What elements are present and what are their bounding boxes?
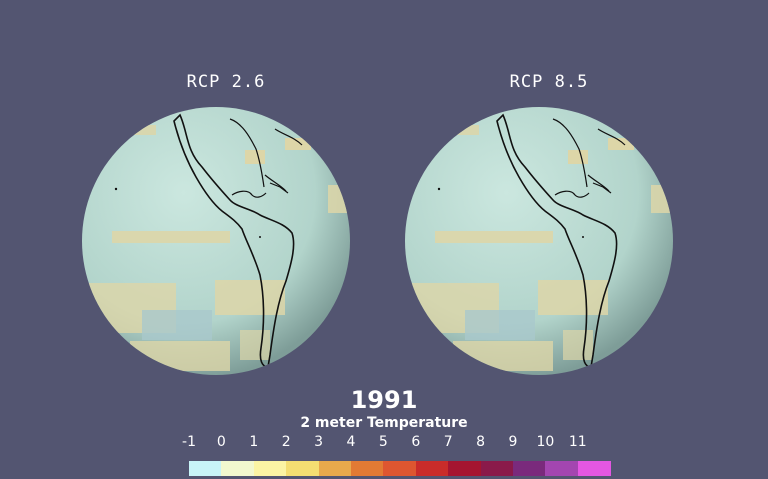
island-dot	[114, 187, 118, 191]
colorbar-swatch	[253, 461, 287, 476]
island-dot	[437, 187, 441, 191]
island-dot	[259, 236, 261, 238]
coastline	[597, 128, 626, 146]
globe-rcp26	[82, 107, 350, 375]
colorbar-tick-label: 11	[568, 434, 587, 450]
colorbar-swatch	[545, 461, 579, 476]
colorbar-swatch	[221, 461, 255, 476]
cool-patch	[142, 310, 212, 340]
colorbar-tick-label: 3	[314, 434, 324, 450]
colorbar-swatch	[383, 461, 417, 476]
colorbar-tick-label: 4	[346, 434, 356, 450]
coastline	[554, 190, 590, 198]
warm-patch	[435, 231, 553, 243]
colorbar-title: 2 meter Temperature	[300, 415, 468, 431]
coastline	[264, 174, 287, 192]
warm-patch	[568, 150, 588, 164]
warm-patch	[130, 125, 156, 135]
warm-patch	[215, 280, 285, 315]
colorbar-swatch	[189, 461, 222, 476]
colorbar-tick-label: 0	[216, 434, 226, 450]
colorbar-swatch	[351, 461, 384, 476]
colorbar-swatch	[318, 461, 352, 476]
year-label: 1991	[350, 386, 418, 414]
warm-patch	[651, 185, 671, 213]
globe-title-rcp85: RCP 8.5	[509, 72, 589, 92]
cool-patch	[465, 310, 535, 340]
coastline	[552, 118, 588, 188]
colorbar-tick-label: 5	[378, 434, 388, 450]
coastline	[274, 128, 303, 146]
colorbar-swatch	[577, 461, 611, 476]
colorbar-tick-label: 8	[476, 434, 486, 450]
globe-title-rcp26: RCP 2.6	[186, 72, 266, 92]
colorbar-tick-label: 10	[536, 434, 555, 450]
island-dot	[582, 236, 584, 238]
warm-patch	[453, 341, 553, 371]
coastline	[229, 118, 265, 188]
colorbar-swatch	[513, 461, 546, 476]
coastline	[592, 182, 612, 194]
warm-patch	[328, 185, 348, 213]
colorbar-tick-label: 7	[443, 434, 453, 450]
warm-patch	[285, 138, 311, 150]
colorbar-tick-label: 6	[411, 434, 421, 450]
coastline	[587, 174, 610, 192]
warm-patch	[563, 330, 593, 360]
coastline	[269, 182, 289, 194]
warm-patch	[130, 341, 230, 371]
colorbar-swatch	[480, 461, 514, 476]
colorbar-swatch	[415, 461, 449, 476]
colorbar-swatch	[448, 461, 482, 476]
colorbar-tick-label: 9	[508, 434, 518, 450]
colorbar-tick-label: -1	[182, 434, 196, 450]
warm-patch	[608, 138, 634, 150]
globe-rcp85	[405, 107, 673, 375]
warm-patch	[453, 125, 479, 135]
coastline	[231, 190, 267, 198]
colorbar-tick-label: 2	[281, 434, 291, 450]
warm-patch	[538, 280, 608, 315]
colorbar-swatch	[286, 461, 320, 476]
warm-patch	[245, 150, 265, 164]
warm-patch	[112, 231, 230, 243]
warm-patch	[240, 330, 270, 360]
colorbar-tick-label: 1	[249, 434, 259, 450]
